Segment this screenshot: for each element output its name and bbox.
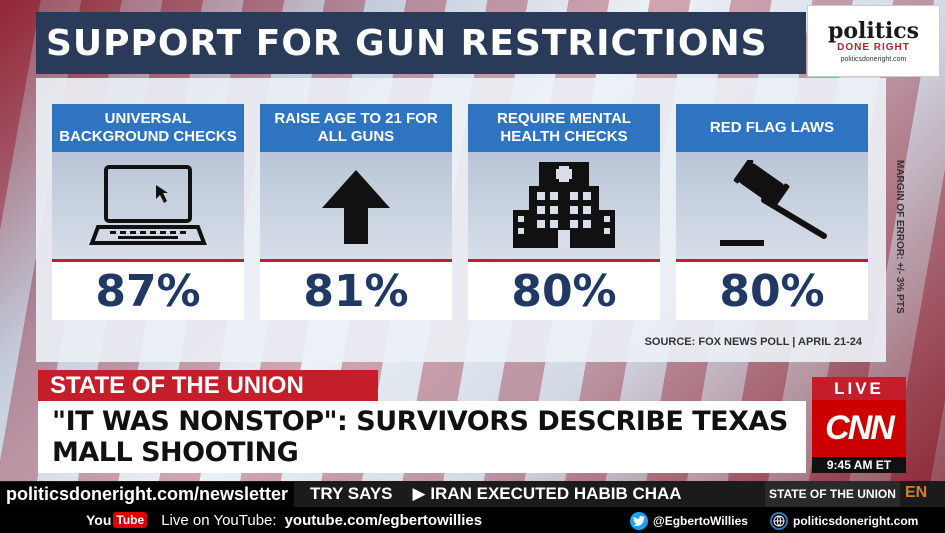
twitter-bird-icon [630, 512, 648, 530]
show-name: STATE OF THE UNION [38, 370, 378, 401]
card-red-flag: RED FLAG LAWS 80% [676, 104, 868, 320]
card-title: RAISE AGE TO 21 FOR ALL GUNS [260, 104, 452, 152]
headline: "IT WAS NONSTOP": SURVIVORS DESCRIBE TEX… [38, 401, 806, 473]
youtube-logo-icon: You Tube [86, 512, 148, 528]
poll-source: SOURCE: FOX NEWS POLL | APRIL 21-24 [644, 336, 862, 348]
graphic-header: SUPPORT FOR GUN RESTRICTIONS [36, 12, 806, 74]
youtube-logo-tube: Tube [113, 512, 148, 528]
cnn-logo: CNN [812, 400, 906, 457]
card-title: RED FLAG LAWS [676, 104, 868, 152]
card-value: 80% [676, 262, 868, 320]
youtube-url-link[interactable]: youtube.com/egbertowillies [284, 511, 483, 529]
gavel-icon [676, 152, 868, 262]
website-link[interactable]: politicsdoneright.com [770, 512, 918, 530]
margin-of-error: MARGIN OF ERROR: +/- 3% PTS [894, 160, 905, 314]
live-badge: LIVE [812, 377, 906, 400]
logo-line-1: politics [827, 17, 920, 44]
logo-line-2: DONE RIGHT [837, 41, 910, 53]
logo-line-3: politicsdoneright.com [840, 55, 907, 63]
ticker-item: ▶ IRAN EXECUTED HABIB CHAA [412, 484, 682, 503]
laptop-icon [52, 152, 244, 262]
arrow-up-icon [260, 152, 452, 262]
poll-panel: UNIVERSAL BACKGROUND CHECKS 87% RAISE AG… [36, 78, 886, 362]
card-title: UNIVERSAL BACKGROUND CHECKS [52, 104, 244, 152]
politics-done-right-logo: politics DONE RIGHT politicsdoneright.co… [807, 5, 940, 77]
ticker-item: TRY SAYS [310, 484, 393, 503]
card-value: 80% [468, 262, 660, 320]
twitter-handle[interactable]: @EgbertoWillies [630, 512, 748, 530]
ticker-label: STATE OF THE UNION [765, 481, 900, 507]
hospital-icon [468, 152, 660, 262]
card-value: 81% [260, 262, 452, 320]
bottom-bar: You Tube Live on YouTube: youtube.com/eg… [0, 507, 945, 533]
ticker-corner-mark: EN [905, 484, 928, 501]
twitter-handle-text: @EgbertoWillies [653, 514, 748, 528]
youtube-logo-you: You [86, 512, 112, 528]
broadcast-time: 9:45 AM ET [812, 457, 906, 473]
globe-icon [770, 512, 788, 530]
newsletter-link[interactable]: politicsdoneright.com/newsletter [0, 482, 295, 507]
card-background-checks: UNIVERSAL BACKGROUND CHECKS 87% [52, 104, 244, 320]
card-raise-age: RAISE AGE TO 21 FOR ALL GUNS 81% [260, 104, 452, 320]
website-text: politicsdoneright.com [793, 514, 919, 528]
card-value: 87% [52, 262, 244, 320]
page-title: SUPPORT FOR GUN RESTRICTIONS [46, 22, 768, 64]
live-on-youtube-label: Live on YouTube: [161, 511, 277, 529]
card-title: REQUIRE MENTAL HEALTH CHECKS [468, 104, 660, 152]
card-mental-health: REQUIRE MENTAL HEALTH CHECKS 80% [468, 104, 660, 320]
